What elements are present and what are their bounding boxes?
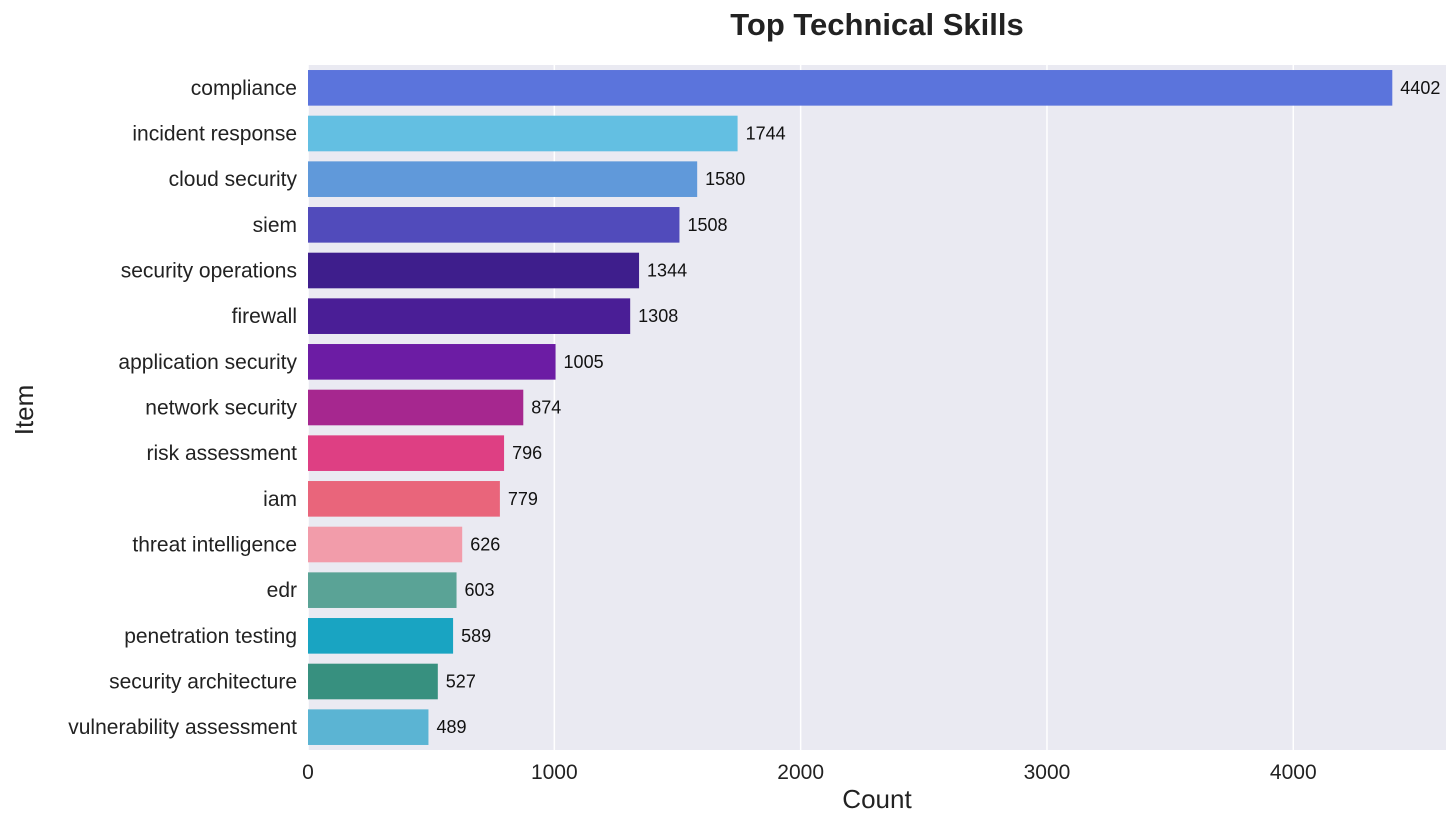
chart-title: Top Technical Skills xyxy=(730,7,1023,42)
data-label: 527 xyxy=(446,672,476,692)
x-tick-label: 1000 xyxy=(531,761,578,784)
category-label: network security xyxy=(145,397,297,420)
bar xyxy=(308,709,429,745)
category-label: firewall xyxy=(232,305,297,328)
bar xyxy=(308,618,454,654)
data-label: 874 xyxy=(531,398,561,418)
data-label: 589 xyxy=(461,626,491,646)
data-label: 1508 xyxy=(687,215,727,235)
x-axis-label: Count xyxy=(842,784,912,814)
data-label: 1744 xyxy=(746,124,786,144)
x-tick-label: 3000 xyxy=(1024,761,1071,784)
data-label: 1308 xyxy=(638,306,678,326)
data-label: 1580 xyxy=(705,169,745,189)
category-labels: compliance incident response cloud securit… xyxy=(68,77,297,739)
category-label: edr xyxy=(267,579,297,602)
bar xyxy=(308,663,438,700)
bar xyxy=(308,344,556,380)
category-label: security operations xyxy=(121,260,297,283)
bar xyxy=(308,252,640,289)
category-label: threat intelligence xyxy=(132,534,297,557)
data-label: 4402 xyxy=(1400,78,1440,98)
bar xyxy=(308,207,680,243)
category-label: application security xyxy=(118,351,297,374)
data-label: 489 xyxy=(436,717,466,737)
category-label: iam xyxy=(263,488,297,511)
data-label: 796 xyxy=(512,443,542,463)
bar xyxy=(308,70,1393,106)
bar xyxy=(308,161,698,197)
data-label: 1005 xyxy=(564,352,604,372)
category-label: compliance xyxy=(191,77,297,100)
bar xyxy=(308,298,631,334)
bar xyxy=(308,526,463,563)
category-label: security architecture xyxy=(109,671,297,694)
data-label: 626 xyxy=(470,535,500,555)
category-label: penetration testing xyxy=(124,625,297,648)
bar xyxy=(308,572,457,608)
x-tick-label: 2000 xyxy=(777,761,824,784)
data-label: 603 xyxy=(465,580,495,600)
x-tick-label: 0 xyxy=(302,761,314,784)
y-axis-label: Item xyxy=(9,385,39,436)
category-label: vulnerability assessment xyxy=(68,716,297,739)
data-label: 1344 xyxy=(647,261,687,281)
bars xyxy=(308,70,1393,745)
category-label: risk assessment xyxy=(146,442,297,465)
data-labels: 4402 1744 1580 1508 1344 1308 1005 874 796 779 626… xyxy=(436,78,1440,737)
x-tick-label: 4000 xyxy=(1270,761,1317,784)
bar xyxy=(308,389,524,426)
bar xyxy=(308,481,500,517)
data-label: 779 xyxy=(508,489,538,509)
bar xyxy=(308,115,738,152)
category-label: siem xyxy=(253,214,297,237)
category-label: cloud security xyxy=(169,168,298,191)
bar xyxy=(308,435,505,471)
x-tick-labels: 0 1000 2000 3000 4000 xyxy=(302,761,1316,784)
category-label: incident response xyxy=(132,123,297,146)
